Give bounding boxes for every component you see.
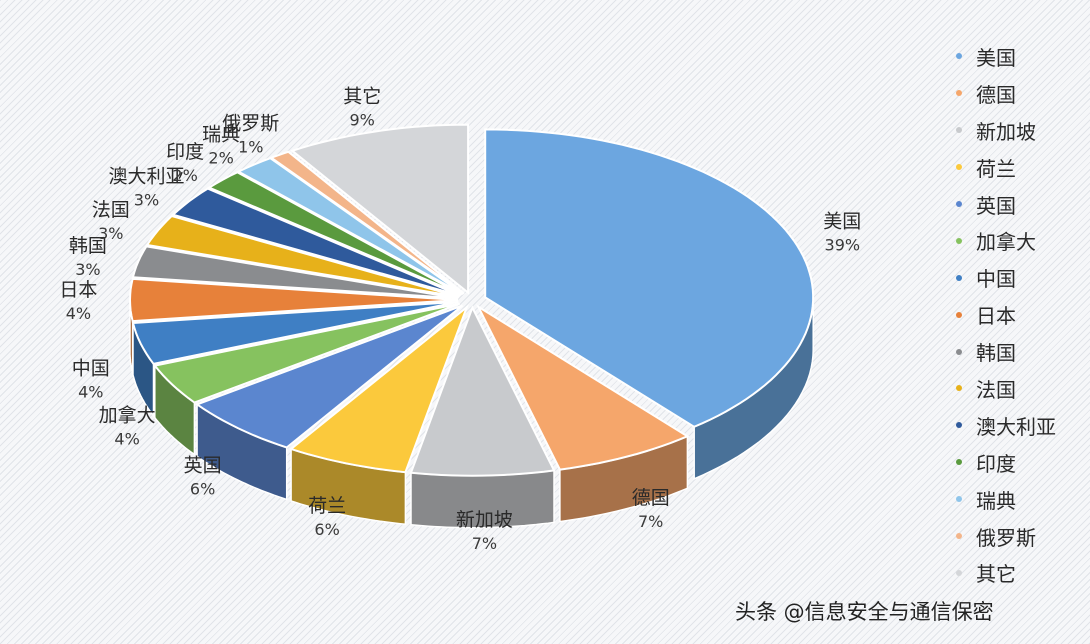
data-label-category: 俄罗斯	[222, 112, 279, 134]
legend-marker	[956, 496, 962, 503]
data-label-value: 4%	[78, 383, 103, 402]
legend-item: 俄罗斯	[948, 518, 1078, 555]
legend-item: 德国	[948, 75, 1078, 112]
data-label-category: 中国	[72, 358, 110, 380]
data-label-category: 法国	[92, 199, 130, 221]
pie-slice	[484, 128, 815, 428]
legend-marker	[956, 53, 962, 60]
legend-marker	[956, 459, 962, 466]
data-label-value: 2%	[172, 166, 197, 185]
legend: 美国德国新加坡荷兰英国加拿大中国日本韩国法国澳大利亚印度瑞典俄罗斯其它	[948, 38, 1078, 590]
data-label-category: 美国	[823, 211, 861, 233]
data-label-category: 澳大利亚	[108, 166, 184, 188]
legend-label: 日本	[976, 304, 1016, 329]
legend-label: 韩国	[976, 341, 1016, 366]
data-label-value: 7%	[472, 534, 497, 553]
data-label-value: 3%	[75, 260, 100, 279]
legend-marker	[956, 348, 962, 355]
pie-slice	[128, 277, 459, 323]
data-labels: 美国39%德国7%新加坡7%荷兰6%英国6%加拿大4%中国4%日本4%韩国3%法…	[59, 85, 861, 553]
data-label-value: 2%	[208, 149, 233, 168]
legend-label: 中国	[976, 267, 1016, 292]
legend-marker	[956, 237, 962, 244]
legend-item: 日本	[948, 296, 1078, 333]
data-label-value: 3%	[98, 224, 123, 243]
pie-slice	[206, 171, 463, 296]
legend-item: 澳大利亚	[948, 407, 1078, 444]
data-label-value: 6%	[314, 520, 339, 539]
data-label-value: 7%	[638, 512, 663, 531]
pie-slices	[128, 123, 815, 477]
legend-item: 印度	[948, 444, 1078, 481]
watermark: 头条 @信息安全与通信保密	[735, 600, 994, 624]
data-label-value: 3%	[134, 191, 159, 210]
data-label-category: 新加坡	[456, 509, 513, 531]
data-label-value: 9%	[350, 110, 375, 129]
data-label-category: 德国	[632, 487, 670, 509]
legend-label: 美国	[976, 45, 1016, 70]
data-label-value: 6%	[190, 480, 215, 499]
data-label-category: 加拿大	[99, 404, 156, 427]
legend-item: 美国	[948, 38, 1078, 75]
legend-label: 英国	[976, 193, 1016, 218]
data-label-category: 荷兰	[308, 495, 346, 517]
legend-marker	[956, 311, 962, 318]
legend-item: 韩国	[948, 333, 1078, 370]
pie-slice	[170, 187, 461, 297]
data-label-category: 韩国	[69, 235, 107, 257]
data-label-category: 瑞典	[202, 124, 240, 146]
legend-label: 印度	[976, 451, 1016, 476]
legend-marker	[956, 422, 962, 429]
legend-marker	[956, 127, 962, 134]
legend-label: 俄罗斯	[976, 525, 1036, 550]
data-label-value: 4%	[114, 430, 139, 449]
legend-marker	[956, 164, 962, 171]
legend-item: 中国	[948, 259, 1078, 296]
legend-label: 瑞典	[976, 488, 1016, 513]
legend-label: 法国	[976, 377, 1016, 402]
pie-slice	[289, 304, 470, 474]
pie-slice	[475, 304, 690, 471]
data-label-value: 4%	[66, 304, 91, 323]
legend-marker	[956, 274, 962, 281]
legend-marker	[956, 385, 962, 392]
pie-slice	[152, 302, 461, 404]
legend-label: 德国	[976, 82, 1016, 107]
legend-marker	[956, 201, 962, 207]
legend-item: 瑞典	[948, 481, 1078, 518]
pie-slice	[194, 304, 464, 449]
legend-item: 英国	[948, 186, 1078, 223]
pie-slice	[145, 214, 460, 298]
pie-slice	[269, 150, 465, 295]
legend-marker	[956, 569, 962, 576]
data-label-category: 其它	[343, 85, 381, 107]
pie-slice	[290, 123, 470, 295]
legend-label: 其它	[976, 562, 1016, 587]
pie-slice	[131, 245, 459, 300]
legend-label: 新加坡	[976, 119, 1036, 144]
legend-label: 加拿大	[976, 230, 1036, 255]
legend-marker	[956, 533, 962, 540]
legend-label: 澳大利亚	[976, 414, 1056, 439]
pie-slice	[131, 300, 459, 365]
data-label-category: 日本	[59, 279, 97, 301]
legend-marker	[956, 90, 962, 97]
legend-item: 法国	[948, 370, 1078, 407]
data-label-value: 39%	[825, 236, 861, 255]
legend-label: 荷兰	[976, 156, 1016, 181]
legend-item: 新加坡	[948, 112, 1078, 149]
legend-item: 荷兰	[948, 149, 1078, 186]
data-label-category: 英国	[184, 455, 222, 477]
legend-item: 加拿大	[948, 222, 1078, 259]
data-label-category: 印度	[166, 141, 204, 163]
legend-item: 其它	[948, 554, 1078, 591]
data-label-value: 1%	[238, 137, 263, 156]
pie-slice	[409, 305, 556, 477]
